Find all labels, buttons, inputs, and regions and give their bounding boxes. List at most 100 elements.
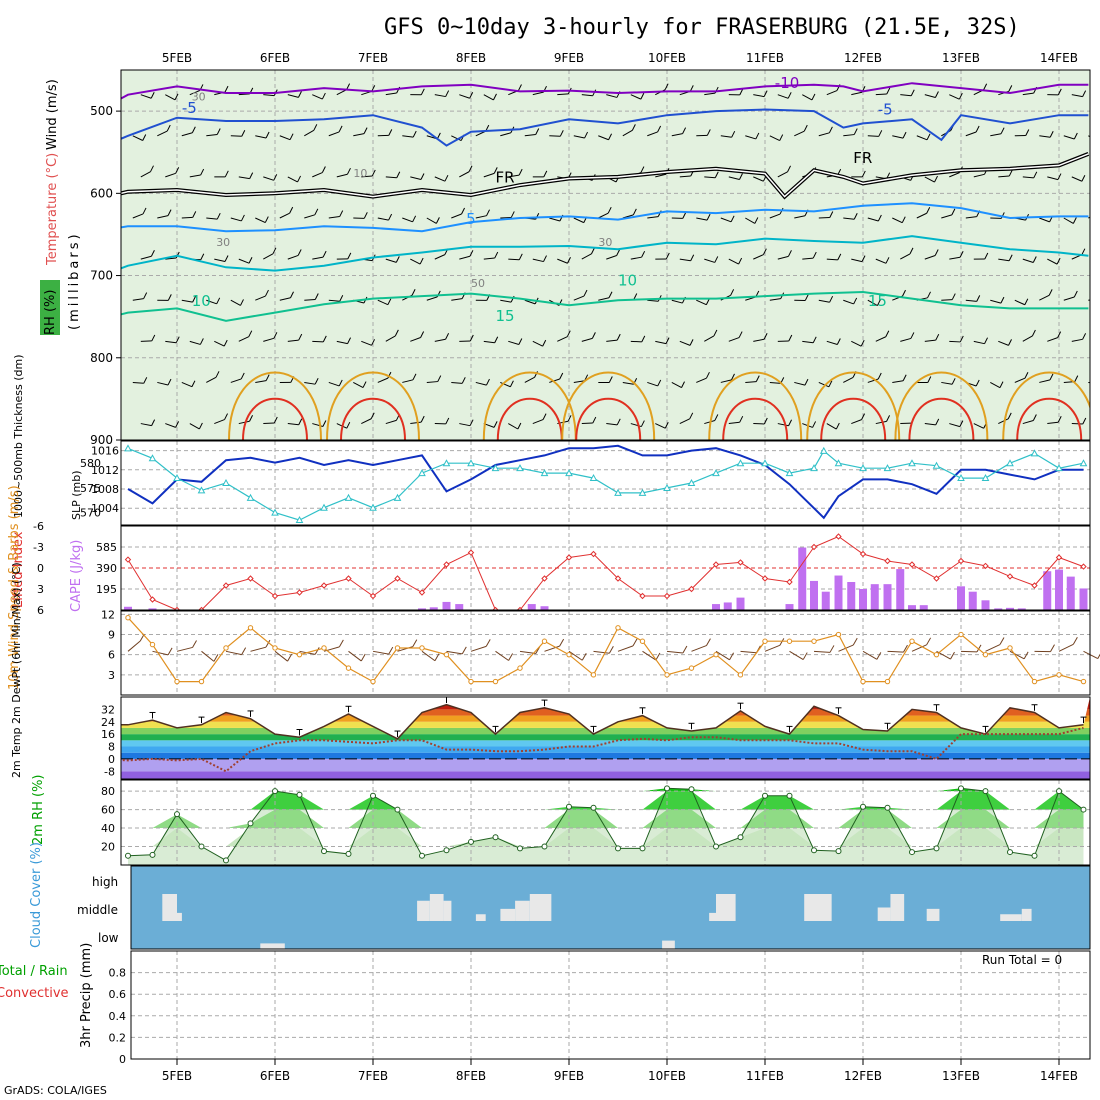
wind-barb-flag: [241, 130, 246, 137]
wind-barb-flag: [976, 644, 982, 653]
wind-barb: [377, 217, 389, 221]
wind-barb-flag: [493, 421, 498, 428]
rh-point: [1007, 849, 1013, 856]
legend-temperature: Temperature (°C): [45, 153, 60, 266]
rh-point: [345, 850, 352, 857]
thickness-point: [736, 459, 745, 467]
wind-barb-flag: [608, 133, 613, 140]
cape-bar: [455, 604, 464, 610]
wind-barb-flag: [559, 638, 565, 647]
wind-barb-flag: [1024, 298, 1029, 305]
wind-barb-flag: [493, 167, 498, 174]
wind-barb-flag: [779, 134, 784, 141]
wind-barb: [361, 175, 373, 178]
ylabel-lifted-index: Lifted Index: [11, 531, 26, 608]
wind-barb: [451, 298, 463, 301]
wind-barb: [500, 216, 512, 219]
wind-barb-flag: [339, 210, 344, 217]
thickness-point: [565, 469, 573, 477]
wind-barb-flag: [175, 167, 180, 174]
wind-barb-flag: [469, 334, 474, 342]
thickness-point: [1030, 449, 1039, 457]
wind-barb-flag: [631, 124, 636, 131]
panel-precip: 0 0.2 0.4 0.6 0.8 Run Total = 0 3hr Precip (…: [0, 943, 1091, 1066]
wind-barb-flag: [959, 335, 964, 343]
isotherm-loop: [708, 371, 803, 440]
wind-barb: [132, 213, 144, 219]
wind-barb-flag: [640, 420, 645, 427]
wind-barb: [140, 255, 152, 260]
wind-barb-flag: [445, 417, 450, 425]
thickness-point: [663, 483, 671, 491]
wind-barb-flag: [664, 422, 669, 429]
wind-barb-flag: [273, 416, 278, 424]
rh-point: [566, 803, 572, 810]
rh-point: [713, 843, 719, 850]
wind-barb-flag: [632, 208, 637, 216]
wind-barb: [753, 94, 765, 98]
wind-speed-point: [492, 678, 499, 685]
wind-barb-flag: [828, 380, 833, 388]
isotherm--5: [121, 108, 1089, 147]
wind-barb-flag: [363, 212, 368, 219]
wind-barb: [557, 258, 568, 264]
wind-barb-flag: [322, 420, 327, 427]
wind-barb: [181, 381, 193, 388]
wind-speed-point: [541, 638, 548, 644]
wind-barb-flag: [926, 207, 931, 214]
wind-barb-flag: [1081, 175, 1086, 182]
wind-barb: [255, 295, 266, 301]
wind-barb: [671, 382, 682, 389]
cape-bar: [1006, 607, 1014, 610]
wind-barb: [581, 253, 592, 260]
wind-barb: [524, 299, 536, 305]
wind-barb: [949, 94, 960, 100]
isotherm-loop: [722, 397, 789, 440]
cape-bar: [442, 601, 451, 610]
wind-barb-flag: [584, 131, 589, 139]
slp-tick: 1012: [91, 464, 119, 477]
wind-barb: [892, 135, 904, 139]
wind-barb-flag: [812, 421, 817, 428]
cloud-block: [177, 912, 182, 921]
wind-barb-flag: [461, 377, 466, 384]
wind-barb: [312, 172, 323, 178]
wind-barb-flag: [951, 293, 956, 300]
wind-barb-flag: [951, 208, 956, 216]
li-point: [443, 561, 450, 568]
wind-barb: [434, 338, 446, 342]
wind-barb-flag: [1082, 90, 1087, 97]
date-label: 10FEB: [648, 1069, 686, 1083]
wind-speed-point: [639, 638, 646, 644]
panel-cross-section: -10 -5 -5 FR FR 5 10 10 15 15 30 10 30 30 50 500 600 700…: [40, 51, 1091, 447]
wind-barb-flag: [192, 211, 197, 218]
wind-barb-flag: [640, 92, 645, 100]
wind-barb-flag: [689, 85, 694, 92]
wind-barb: [826, 423, 837, 430]
wind-barb-flag: [412, 639, 418, 647]
wind-barb-flag: [347, 167, 351, 175]
rh-point: [615, 845, 621, 852]
wind-barb-flag: [1023, 651, 1029, 660]
wind-barb: [875, 336, 887, 342]
li-point: [320, 582, 328, 589]
date-label: 7FEB: [358, 1069, 388, 1083]
wind-barb: [287, 94, 299, 98]
contour-label: 10: [353, 167, 367, 180]
temp-tick: -8: [104, 765, 115, 778]
rh-point: [982, 788, 989, 795]
thickness-tick: 575: [80, 482, 101, 495]
thickness-point: [1079, 459, 1088, 467]
wind-barb: [250, 646, 267, 652]
wind-barb-flag: [1024, 371, 1029, 379]
wind-barb-flag: [779, 638, 785, 646]
li-point: [712, 561, 720, 568]
wind-barb: [655, 173, 667, 178]
wind-barb-flag: [273, 174, 278, 181]
wind-barb-flag: [788, 419, 793, 426]
legend-total-rain: Total / Rain: [0, 964, 68, 979]
rh-point: [1031, 852, 1038, 859]
wind-barb-flag: [706, 638, 711, 646]
wind-barb: [230, 299, 241, 306]
rh-tick: 40: [101, 822, 115, 835]
